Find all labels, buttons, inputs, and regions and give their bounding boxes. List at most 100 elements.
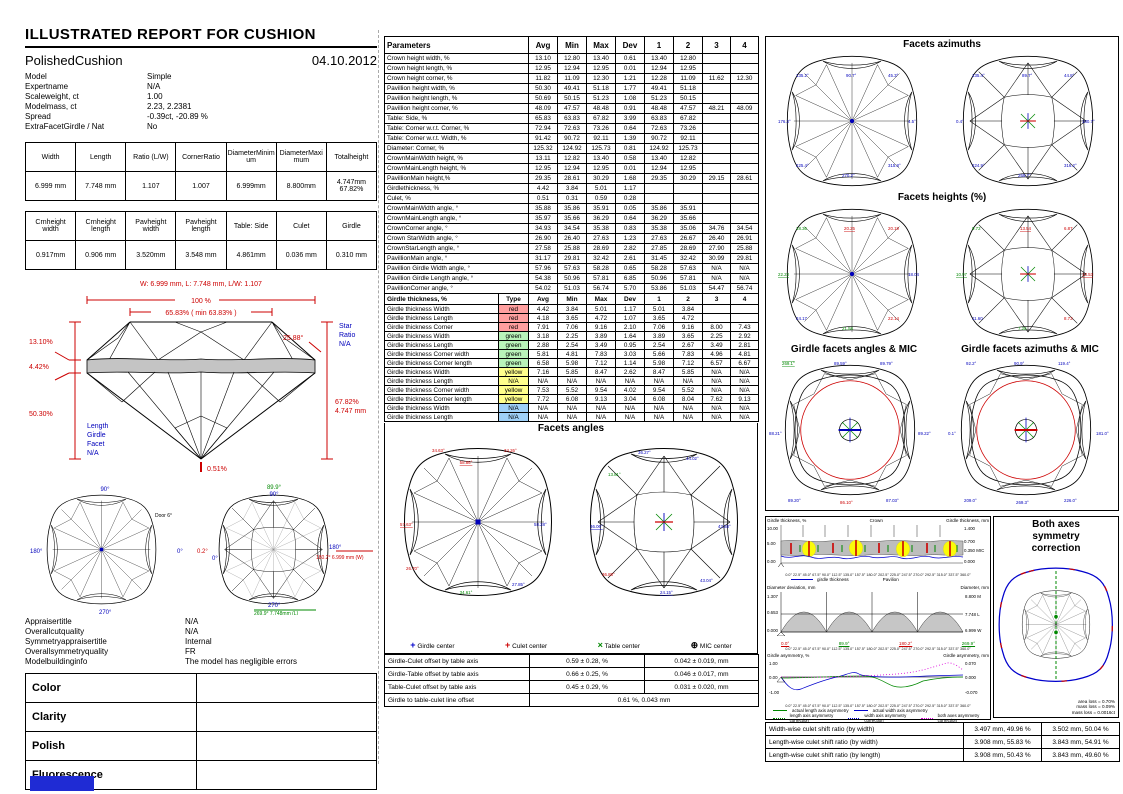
cell: [702, 63, 731, 74]
table-row: Pavillion height corner, % 48.09 47.57 48.4…: [384, 103, 759, 114]
cell: 47.57: [557, 103, 587, 114]
azimuth-02: 0.2°: [197, 549, 208, 555]
cell: 48.48: [586, 103, 616, 114]
cell: N/A: [673, 376, 703, 386]
cell: 12.30: [730, 73, 759, 84]
cell: 1.77: [615, 83, 645, 94]
culet-pct-label: 0.51%: [207, 466, 227, 473]
crown-pct-label: 13.10%: [29, 339, 53, 346]
cell: 2.62: [615, 367, 645, 377]
cell: Crnheight length: [75, 211, 127, 241]
cell: 27.58: [528, 243, 558, 254]
cell: red: [498, 313, 529, 323]
cell: N/A: [586, 412, 616, 422]
cell: 4.861mm: [225, 240, 277, 270]
col-dev: Dev: [615, 36, 645, 54]
cell: [702, 93, 731, 104]
azimuth-label: 45.3°: [888, 73, 899, 78]
cell: 6.999 mm: [24, 171, 77, 201]
heights-bottom-view: 20.25 18.04 22.23 21.58 24.17 20.19 22.1…: [778, 204, 920, 344]
cell: 26.91: [730, 233, 759, 244]
angle-270: 270°: [99, 610, 112, 615]
cell: Girdle thickness Length: [384, 340, 499, 350]
quality-info-table: Appraisertitle N/A Overallcutquality N/A Sym…: [25, 617, 297, 667]
crown-angle-label: 25.88°: [283, 334, 304, 342]
cell: 29.35: [644, 173, 674, 184]
cell: 124.92: [557, 143, 587, 154]
cell: N/A: [702, 376, 731, 386]
cell: [702, 83, 731, 94]
cell: 125.32: [528, 143, 558, 154]
cell: 2.82: [615, 243, 645, 254]
cell: 1.39: [615, 133, 645, 144]
cell: 124.92: [644, 143, 674, 154]
svg-text:Ratio: Ratio: [339, 332, 355, 339]
height-label: 20.19: [888, 226, 900, 231]
cell: 4.18: [528, 313, 558, 323]
cell: N/A: [730, 385, 759, 395]
cell: 0.58: [615, 153, 645, 164]
asymmetry-chart-xticks: 0.0° 22.5° 45.0° 67.5° 90.0° 112.5° 135.…: [785, 703, 971, 708]
cell: 8.00: [702, 322, 731, 332]
azimuth-label: 180.7°: [1082, 119, 1095, 124]
angle-label: 27.85°: [512, 582, 525, 587]
svg-text:Girdle: Girdle: [87, 432, 106, 439]
cell: Girdle thickness Corner width: [384, 385, 499, 395]
loss-summary: area loss = 0.70% mass loss = 0.09% mass…: [1071, 698, 1115, 715]
table-row: Crown height width, % 13.10 12.80 13.40 0.61…: [384, 53, 759, 64]
width-pct-label: 100 %: [191, 298, 211, 305]
table-row: Length-wise culet shift ratio (by length…: [765, 748, 1120, 762]
cell: [196, 760, 377, 790]
logo-bar: [30, 776, 94, 791]
girdle-chart-xticks: 0.0° 22.5° 45.0° 67.5° 90.0° 112.5° 135.…: [785, 572, 971, 577]
cell: 27.63: [586, 233, 616, 244]
cell: 73.26: [586, 123, 616, 134]
cell: 0.046 ± 0.017, mm: [644, 667, 759, 681]
cell: 3.89: [644, 331, 674, 341]
cell: [702, 143, 731, 154]
cell: 32.42: [586, 253, 616, 264]
cell: N/A: [185, 627, 199, 636]
table-row: Diameter: Corner, % 125.32 124.92 125.73 0.8…: [384, 143, 759, 154]
cell: 0.61: [615, 53, 645, 64]
cell: [730, 83, 759, 94]
cell: 5.98: [557, 358, 587, 368]
cell: green: [498, 331, 529, 341]
cell: [730, 133, 759, 144]
y-tick: 1.00: [769, 661, 778, 666]
cell: 3.49: [586, 340, 616, 350]
legend-label: both axes asymmetry correction: [937, 713, 980, 723]
table-row: CrownStarLength angle, ° 27.58 25.88 28.69 2…: [384, 243, 759, 254]
cell: Modelmass, ct: [25, 102, 77, 111]
azimuth-label: 270.2°: [842, 173, 855, 178]
middle-panel: Parameters Avg Min Max Dev 1 2 3 4 Crown…: [384, 36, 759, 707]
cell: Girdle-Table offset by table axis: [384, 667, 530, 681]
cell: 125.73: [586, 143, 616, 154]
cell: 13.40: [644, 153, 674, 164]
side-dims-label: W: 6.999 mm, L: 7.748 mm, L/W: 1.107: [140, 281, 262, 288]
cell: CrownMainWidth angle, °: [384, 203, 529, 214]
cell: DiameterMinimum: [225, 142, 277, 172]
cell: 27.85: [644, 243, 674, 254]
y-tick: 0.00: [769, 675, 778, 680]
cell: [730, 93, 759, 104]
table-row: PavillionCorner angle, ° 54.02 51.03 56.74 5…: [384, 283, 759, 294]
cell: red: [498, 322, 529, 332]
cell: 36.29: [644, 213, 674, 224]
facets-angles-title: Facets angles: [537, 423, 605, 434]
cell: 125.73: [673, 143, 703, 154]
mic-label: 269.3°: [1016, 500, 1029, 505]
side-view-diagram: W: 6.999 mm, L: 7.748 mm, L/W: 1.107 100…: [29, 281, 366, 473]
cell: N/A: [528, 403, 558, 413]
cell: 58.28: [586, 263, 616, 274]
cell: N/A: [185, 617, 199, 626]
cell: 6.85: [615, 273, 645, 284]
col-1: 1: [644, 36, 674, 54]
cell: 26.67: [673, 233, 703, 244]
cell: 57.63: [673, 263, 703, 274]
cell: N/A: [528, 412, 558, 422]
col-4: 4: [730, 36, 759, 54]
cell: 12.82: [673, 153, 703, 164]
cell: 1.107: [125, 171, 177, 201]
facets-diagrams-box: Facets azimuths 90.7° 4.5° 176.3° 270.2°…: [765, 36, 1119, 511]
